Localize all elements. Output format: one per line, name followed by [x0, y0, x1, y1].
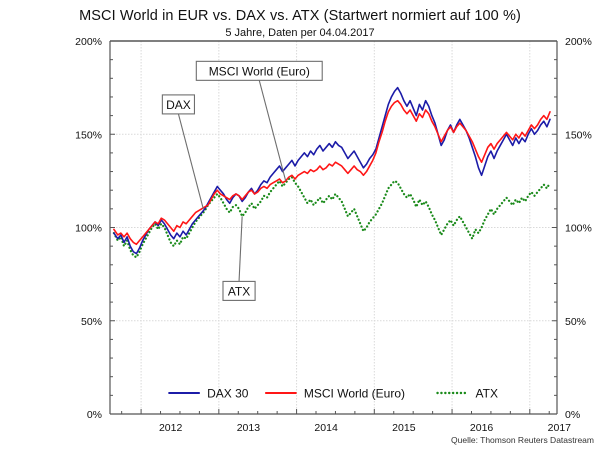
y-tick-label-left: 50%: [81, 316, 102, 328]
annotation-msci-world-euro: MSCI World (Euro): [195, 60, 323, 182]
x-tick-label: 2014: [314, 422, 338, 434]
series-line-msci-world-euro: [113, 99, 551, 246]
series-line-dax-30: [113, 86, 551, 255]
annotation-leader-line-dax: [177, 113, 204, 209]
annotation-label-atx: ATX: [228, 284, 250, 298]
x-tick-label: 2015: [392, 422, 416, 434]
y-tick-label-right: 0%: [565, 409, 580, 421]
legend-label-msci-world-euro: MSCI World (Euro): [304, 387, 405, 401]
chart-title: MSCI World in EUR vs. DAX vs. ATX (Start…: [79, 8, 521, 24]
x-tick-label: 2016: [470, 422, 494, 434]
y-tick-label-right: 100%: [565, 223, 592, 235]
y-tick-label-right: 200%: [565, 36, 592, 48]
series-group: [112, 86, 552, 259]
legend-item-msci-world-euro[interactable]: MSCI World (Euro): [264, 387, 405, 401]
x-tick-label: 2012: [159, 422, 183, 434]
legend-label-atx: ATX: [476, 387, 498, 401]
y-tick-label-right: 150%: [565, 129, 592, 141]
annotation-label-dax: DAX: [166, 98, 191, 112]
annotation-leader-line-msci-world-euro: [258, 80, 287, 182]
annotation-box-dax: [161, 94, 196, 115]
legend-label-dax-30: DAX 30: [207, 387, 249, 401]
y-tick-label-left: 200%: [75, 36, 102, 48]
annotation-label-msci-world-euro: MSCI World (Euro): [209, 64, 310, 78]
annotation-atx: ATX: [222, 216, 256, 301]
x-tick-label: 2017: [548, 422, 572, 434]
series-line-atx: [112, 176, 552, 259]
x-tick-label: 2013: [237, 422, 261, 434]
y-tick-label-right: 50%: [565, 316, 586, 328]
annotation-dax: DAX: [161, 94, 204, 209]
y-tick-label-left: 100%: [75, 223, 102, 235]
y-tick-label-left: 150%: [75, 129, 102, 141]
annotation-box-atx: [222, 280, 256, 301]
legend-item-atx[interactable]: ATX: [436, 387, 498, 401]
legend-item-dax-30[interactable]: DAX 30: [168, 387, 249, 401]
chart-source-note: Quelle: Thomson Reuters Datastream: [451, 435, 594, 445]
chart-subtitle: 5 Jahre, Daten per 04.04.2017: [225, 27, 375, 39]
annotation-box-msci-world-euro: [195, 60, 323, 81]
y-tick-label-left: 0%: [87, 409, 102, 421]
annotation-leader-line-atx: [238, 216, 243, 282]
